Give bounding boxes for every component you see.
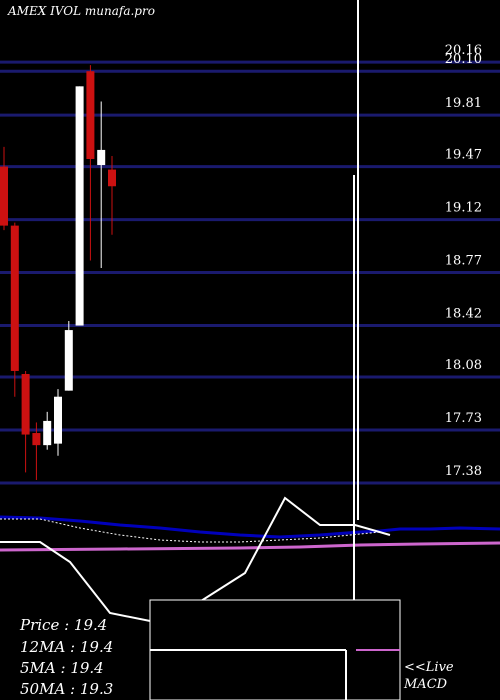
ma12-stat: 12MA : 19.4 — [20, 638, 114, 656]
macd-box — [149, 599, 401, 700]
price-level-label: 19.47 — [445, 148, 482, 163]
ma50-stat: 50MA : 19.3 — [20, 680, 114, 698]
candlesticks — [0, 65, 116, 480]
ma5-stat: 5MA : 19.4 — [20, 659, 104, 677]
price-level-label: 17.73 — [445, 411, 482, 426]
price-level-label: 17.38 — [445, 464, 482, 479]
chart-title: AMEX IVOL munafa.pro — [8, 4, 155, 18]
ma-pink-line — [0, 541, 500, 552]
price-level-label: 19.12 — [445, 201, 482, 216]
candle-body — [21, 373, 30, 435]
candle-body — [108, 169, 116, 187]
candle-body — [86, 71, 95, 160]
ma-blue-line — [0, 515, 500, 539]
candle-body — [10, 225, 19, 371]
price-level-label: 18.77 — [445, 254, 482, 269]
candle-body — [43, 420, 52, 446]
ma-white-dotted-line — [0, 518, 381, 543]
candle-body — [64, 330, 73, 391]
price-level-label: 19.81 — [445, 96, 482, 111]
price-level-label: 20.16 — [445, 43, 482, 58]
macd-label: MACD — [404, 677, 448, 692]
live-label[interactable]: <<Live — [404, 660, 454, 675]
candle-body — [32, 433, 41, 446]
candle-body — [0, 166, 8, 226]
price-level-label: 18.08 — [445, 358, 482, 373]
candle-body — [97, 149, 106, 166]
price-level-label: 18.42 — [445, 307, 482, 322]
candle-body — [54, 396, 62, 444]
candle-body — [75, 86, 84, 326]
price-stat: Price : 19.4 — [20, 616, 108, 634]
price-level-label: 20.10 — [445, 52, 482, 67]
